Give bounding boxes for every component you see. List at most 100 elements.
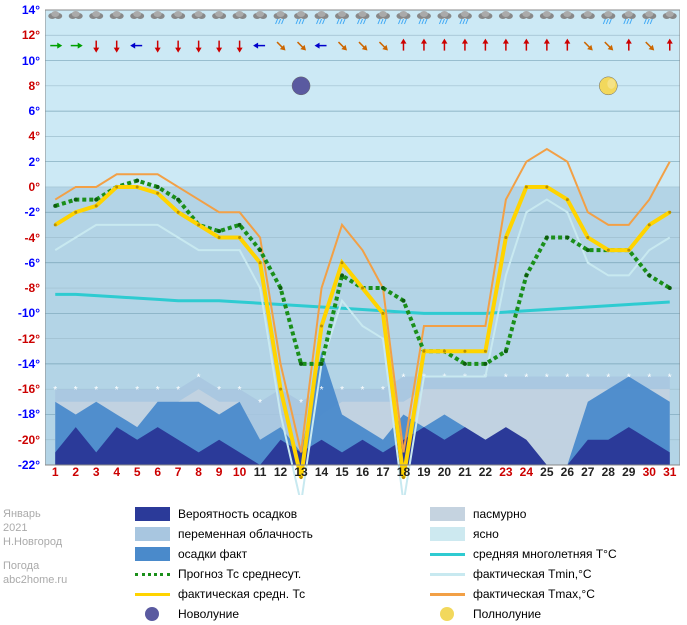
y-tick-label: -2°: [0, 205, 40, 219]
svg-text:*: *: [115, 385, 119, 396]
svg-text:*: *: [299, 398, 303, 409]
legend-label: Прогноз Тс среднесут.: [178, 567, 301, 581]
x-tick-label: 14: [312, 465, 332, 599]
legend-swatch: [430, 507, 465, 521]
y-tick-label: 6°: [0, 104, 40, 118]
weather-chart-container: 14° 12° 10° 8° 6° 4° 2° 0° -2° -4° -6° -8° -10° -12° -…: [0, 0, 687, 599]
y-tick-label: 0°: [0, 180, 40, 194]
legend-item: средняя многолетняя Т°С: [430, 545, 617, 563]
svg-text:*: *: [524, 373, 528, 384]
svg-text:*: *: [320, 385, 324, 396]
y-tick-label: -6°: [0, 256, 40, 270]
y-tick-label: -16°: [0, 382, 40, 396]
y-tick-label: -12°: [0, 332, 40, 346]
legend-label: переменная облачность: [178, 527, 313, 541]
x-tick-label: 31: [660, 465, 680, 599]
chart-caption: Январь 2021 Н.Новгород Погода abc2home.r…: [3, 507, 67, 587]
svg-text:*: *: [586, 373, 590, 384]
legend-item: Прогноз Тс среднесут.: [135, 565, 313, 583]
y-tick-label: -14°: [0, 357, 40, 371]
legend-swatch: [145, 607, 159, 621]
svg-text:*: *: [197, 373, 201, 384]
svg-text:*: *: [565, 373, 569, 384]
svg-text:*: *: [94, 385, 98, 396]
legend-item: Новолуние: [135, 605, 313, 623]
caption-year: 2021: [3, 521, 67, 535]
legend-swatch: [440, 607, 454, 621]
svg-text:*: *: [156, 385, 160, 396]
y-tick-label: -10°: [0, 306, 40, 320]
legend-swatch: [430, 527, 465, 541]
x-tick-label: 2: [66, 465, 86, 599]
legend-col-right: пасмурно ясно средняя многолетняя Т°С факти…: [430, 505, 617, 625]
caption-month: Январь: [3, 507, 67, 521]
legend-swatch: [430, 593, 465, 596]
chart-plot: *******************************: [45, 5, 680, 495]
legend-col-left: Вероятность осадков переменная облачность…: [135, 505, 313, 625]
legend-item: пасмурно: [430, 505, 617, 523]
legend-swatch: [135, 527, 170, 541]
legend-swatch: [135, 547, 170, 561]
svg-text:*: *: [135, 385, 139, 396]
svg-text:*: *: [361, 385, 365, 396]
x-tick-label: 29: [619, 465, 639, 599]
svg-text:*: *: [647, 373, 651, 384]
caption-weather: Погода: [3, 559, 67, 573]
legend-label: фактическая Tmin,°C: [473, 567, 592, 581]
svg-text:*: *: [74, 385, 78, 396]
svg-text:*: *: [381, 385, 385, 396]
legend-label: Новолуние: [178, 607, 239, 621]
legend-item: фактическая Tmax,°C: [430, 585, 617, 603]
svg-text:*: *: [258, 398, 262, 409]
legend-label: пасмурно: [473, 507, 526, 521]
legend-swatch: [135, 573, 170, 576]
y-tick-label: 14°: [0, 3, 40, 17]
legend-swatch: [135, 507, 170, 521]
svg-text:*: *: [53, 385, 57, 396]
legend-swatch: [430, 553, 465, 556]
legend-item: фактическая Tmin,°C: [430, 565, 617, 583]
svg-text:*: *: [402, 373, 406, 384]
legend-label: ясно: [473, 527, 499, 541]
caption-site: abc2home.ru: [3, 573, 67, 587]
x-tick-label: 15: [332, 465, 352, 599]
legend-label: осадки факт: [178, 547, 247, 561]
y-tick-label: -4°: [0, 231, 40, 245]
legend-label: Полнолуние: [473, 607, 541, 621]
legend-swatch: [430, 573, 465, 576]
y-tick-label: -8°: [0, 281, 40, 295]
svg-text:*: *: [217, 385, 221, 396]
legend-item: переменная облачность: [135, 525, 313, 543]
y-tick-label: 12°: [0, 28, 40, 42]
svg-text:*: *: [442, 373, 446, 384]
svg-text:*: *: [545, 373, 549, 384]
svg-text:*: *: [463, 373, 467, 384]
legend-item: фактическая средн. Тс: [135, 585, 313, 603]
x-tick-label: 16: [353, 465, 373, 599]
svg-text:*: *: [606, 373, 610, 384]
svg-text:*: *: [238, 385, 242, 396]
legend-label: Вероятность осадков: [178, 507, 297, 521]
legend-item: Полнолуние: [430, 605, 617, 623]
x-tick-label: 17: [373, 465, 393, 599]
y-tick-label: 2°: [0, 155, 40, 169]
legend-item: осадки факт: [135, 545, 313, 563]
y-tick-label: 4°: [0, 129, 40, 143]
y-tick-label: -20°: [0, 433, 40, 447]
svg-text:*: *: [504, 373, 508, 384]
legend-swatch: [135, 593, 170, 596]
x-tick-label: 4: [107, 465, 127, 599]
legend-label: средняя многолетняя Т°С: [473, 547, 617, 561]
legend-item: Вероятность осадков: [135, 505, 313, 523]
svg-text:*: *: [627, 373, 631, 384]
x-tick-label: 18: [393, 465, 413, 599]
caption-city: Н.Новгород: [3, 535, 67, 549]
svg-text:*: *: [176, 385, 180, 396]
svg-text:*: *: [340, 385, 344, 396]
x-tick-label: 30: [639, 465, 659, 599]
legend-item: ясно: [430, 525, 617, 543]
y-tick-label: 8°: [0, 79, 40, 93]
x-tick-label: 3: [86, 465, 106, 599]
y-tick-label: -22°: [0, 458, 40, 472]
y-tick-label: 10°: [0, 54, 40, 68]
